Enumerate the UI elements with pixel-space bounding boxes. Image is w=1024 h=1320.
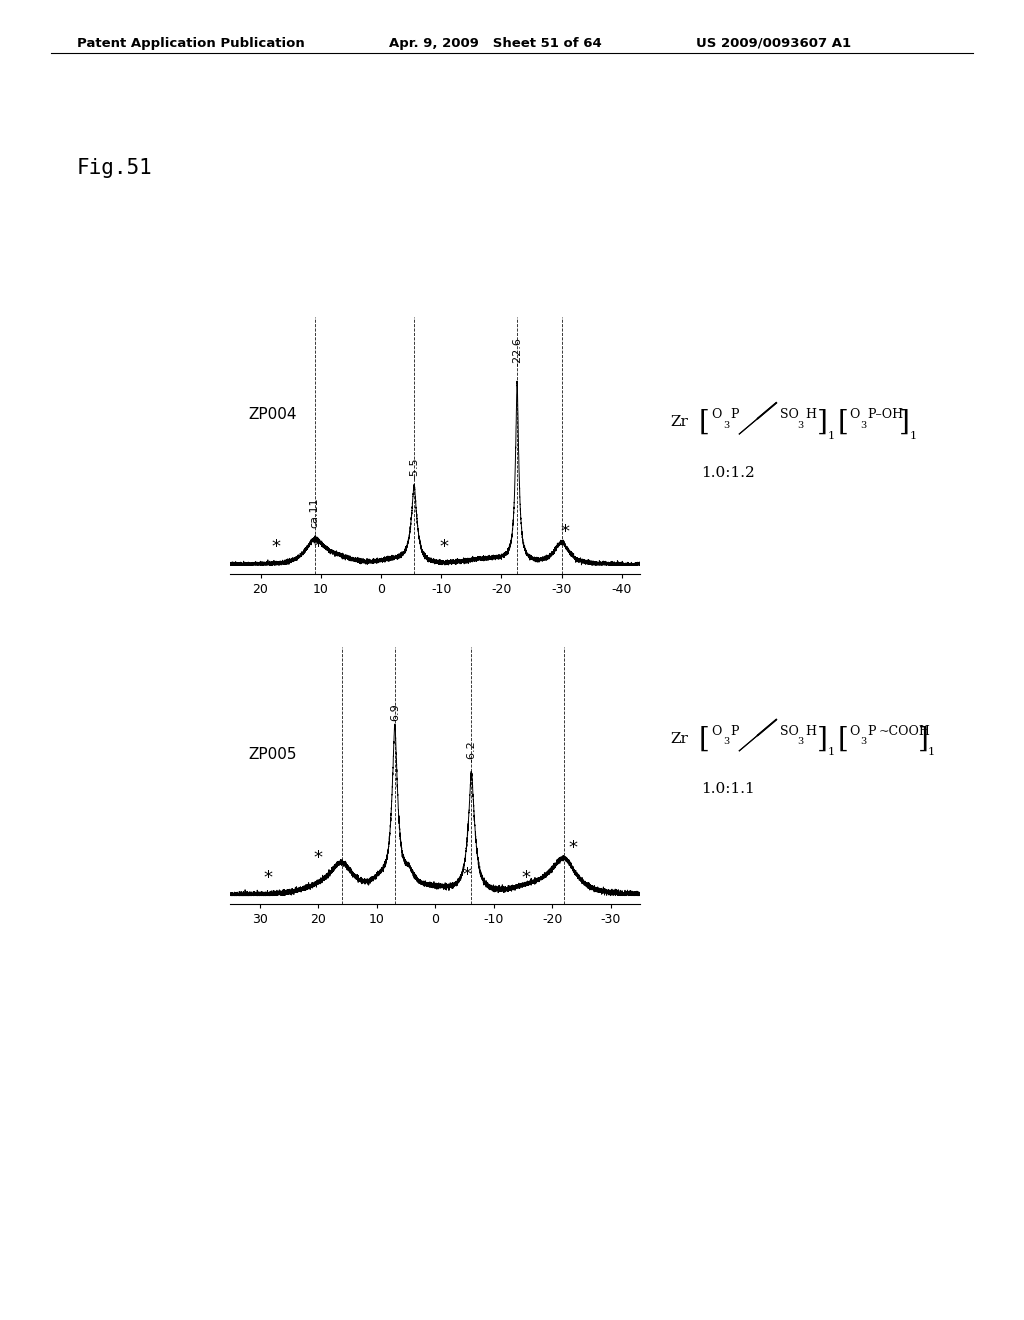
Text: ZP005: ZP005 bbox=[248, 747, 297, 763]
Text: P: P bbox=[730, 408, 738, 421]
Text: ZP004: ZP004 bbox=[249, 407, 297, 422]
Text: ca.11: ca.11 bbox=[309, 498, 319, 528]
Text: 3: 3 bbox=[798, 738, 804, 746]
Text: US 2009/0093607 A1: US 2009/0093607 A1 bbox=[696, 37, 851, 50]
Text: ]: ] bbox=[817, 726, 828, 752]
Text: Patent Application Publication: Patent Application Publication bbox=[77, 37, 304, 50]
Text: 3: 3 bbox=[860, 421, 866, 429]
Text: *: * bbox=[568, 838, 578, 857]
Text: [: [ bbox=[838, 409, 849, 436]
Text: 1: 1 bbox=[827, 430, 835, 441]
Text: Fig.51: Fig.51 bbox=[77, 158, 153, 178]
Text: P: P bbox=[867, 725, 876, 738]
Text: SO: SO bbox=[780, 408, 799, 421]
Text: 1: 1 bbox=[827, 747, 835, 758]
Text: 3: 3 bbox=[860, 738, 866, 746]
Text: *: * bbox=[264, 870, 273, 887]
Text: 1: 1 bbox=[909, 430, 916, 441]
Text: O: O bbox=[712, 725, 722, 738]
Text: -5.5: -5.5 bbox=[410, 457, 419, 479]
Text: O: O bbox=[849, 725, 859, 738]
Text: *: * bbox=[271, 537, 281, 556]
Text: SO: SO bbox=[780, 725, 799, 738]
Text: ~COOH: ~COOH bbox=[879, 725, 931, 738]
Text: *: * bbox=[439, 537, 449, 556]
Text: H: H bbox=[805, 408, 816, 421]
Text: -22.6: -22.6 bbox=[512, 338, 522, 367]
Text: *: * bbox=[521, 870, 530, 887]
Text: 3: 3 bbox=[723, 738, 729, 746]
Text: *: * bbox=[560, 523, 569, 541]
Text: Zr: Zr bbox=[671, 733, 688, 746]
Text: 3: 3 bbox=[798, 421, 804, 429]
Text: P: P bbox=[730, 725, 738, 738]
Text: -6.2: -6.2 bbox=[467, 741, 476, 762]
Text: O: O bbox=[712, 408, 722, 421]
Text: *: * bbox=[313, 537, 323, 556]
Text: ]: ] bbox=[899, 409, 910, 436]
Text: *: * bbox=[313, 849, 323, 867]
Text: O: O bbox=[849, 408, 859, 421]
Text: [: [ bbox=[698, 409, 710, 436]
Text: *: * bbox=[463, 866, 472, 884]
Text: [: [ bbox=[838, 726, 849, 752]
Text: ]: ] bbox=[817, 409, 828, 436]
Text: Zr: Zr bbox=[671, 416, 688, 429]
Text: H: H bbox=[805, 725, 816, 738]
Text: 1: 1 bbox=[928, 747, 935, 758]
Text: Apr. 9, 2009   Sheet 51 of 64: Apr. 9, 2009 Sheet 51 of 64 bbox=[389, 37, 602, 50]
Text: 3: 3 bbox=[723, 421, 729, 429]
Text: 1.0:1.1: 1.0:1.1 bbox=[701, 783, 755, 796]
Text: 1.0:1.2: 1.0:1.2 bbox=[701, 466, 755, 479]
Text: [: [ bbox=[698, 726, 710, 752]
Text: P–OH: P–OH bbox=[867, 408, 903, 421]
Text: 6.9: 6.9 bbox=[390, 702, 399, 721]
Text: ]: ] bbox=[918, 726, 929, 752]
